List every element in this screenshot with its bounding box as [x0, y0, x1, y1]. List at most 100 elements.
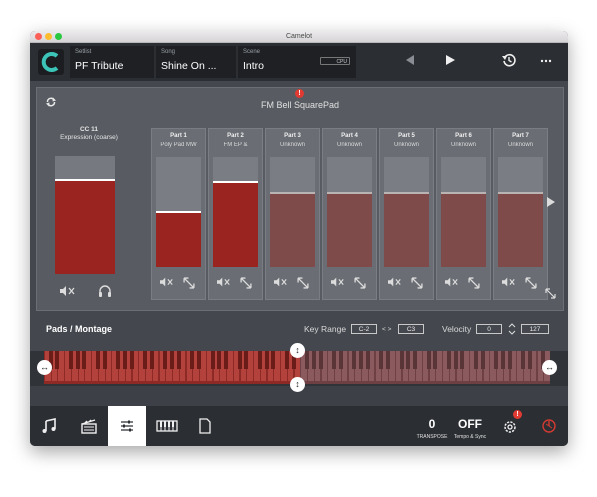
black-key[interactable] [311, 351, 316, 369]
black-key[interactable] [143, 351, 148, 369]
part-strip[interactable]: Part 3 Unknown [265, 128, 320, 300]
piano-keyboard[interactable] [44, 351, 550, 384]
minimize-window-button[interactable] [45, 33, 52, 40]
white-key[interactable] [220, 351, 226, 381]
white-key[interactable] [112, 351, 118, 381]
white-key[interactable] [375, 351, 382, 381]
white-key[interactable] [254, 351, 260, 381]
black-key[interactable] [68, 351, 73, 369]
black-key[interactable] [129, 351, 134, 369]
white-key[interactable] [348, 351, 355, 381]
white-key[interactable] [287, 351, 294, 381]
white-key[interactable] [240, 351, 247, 381]
range-top-handle[interactable]: ↕ [290, 343, 305, 358]
expand-icon[interactable] [411, 277, 423, 289]
white-key[interactable] [402, 351, 409, 381]
black-key[interactable] [386, 351, 391, 369]
white-key[interactable] [530, 351, 537, 381]
black-key[interactable] [210, 351, 215, 369]
clapperboard-icon[interactable] [79, 416, 99, 436]
expand-icon[interactable] [545, 288, 556, 299]
black-key[interactable] [291, 351, 296, 369]
sliders-icon[interactable] [117, 416, 137, 436]
white-key[interactable] [490, 351, 496, 381]
part-fader[interactable] [441, 157, 486, 267]
white-key[interactable] [436, 351, 442, 381]
white-key[interactable] [335, 351, 341, 381]
black-key[interactable] [257, 351, 262, 369]
white-key[interactable] [429, 351, 436, 381]
black-key[interactable] [149, 351, 154, 369]
part-strip[interactable]: Part 6 Unknown [436, 128, 491, 300]
part-fader[interactable] [327, 157, 372, 267]
gear-icon[interactable] [500, 416, 520, 436]
expand-icon[interactable] [525, 277, 537, 289]
headphones-icon[interactable] [98, 284, 112, 297]
black-key[interactable] [224, 351, 229, 369]
black-key[interactable] [500, 351, 505, 369]
white-key[interactable] [497, 351, 503, 381]
white-key[interactable] [179, 351, 186, 381]
settings-alert-badge[interactable]: ! [513, 410, 522, 419]
white-key[interactable] [139, 351, 145, 381]
history-button[interactable] [499, 53, 519, 72]
black-key[interactable] [406, 351, 411, 369]
cc-fader[interactable] [55, 156, 115, 274]
part-fader[interactable] [498, 157, 543, 267]
black-key[interactable] [122, 351, 127, 369]
range-bottom-handle[interactable]: ↕ [290, 377, 305, 392]
white-key[interactable] [213, 351, 220, 381]
white-key[interactable] [510, 351, 517, 381]
part-fader[interactable] [213, 157, 258, 267]
white-key[interactable] [105, 351, 112, 381]
white-key[interactable] [186, 351, 193, 381]
black-key[interactable] [521, 351, 525, 369]
expand-icon[interactable] [468, 277, 480, 289]
more-button[interactable] [536, 53, 556, 71]
white-key[interactable] [382, 351, 388, 381]
play-button[interactable] [440, 53, 460, 71]
black-key[interactable] [116, 351, 121, 369]
black-key[interactable] [527, 351, 532, 369]
velocity-stepper-icon[interactable] [508, 323, 516, 335]
black-key[interactable] [332, 351, 337, 369]
white-key[interactable] [368, 351, 375, 381]
left-extend-handle[interactable]: ↔ [37, 360, 52, 375]
white-key[interactable] [260, 351, 267, 381]
white-key[interactable] [281, 351, 287, 381]
white-key[interactable] [416, 351, 422, 381]
white-key[interactable] [206, 351, 213, 381]
white-key[interactable] [470, 351, 476, 381]
black-key[interactable] [163, 351, 168, 369]
white-key[interactable] [125, 351, 132, 381]
white-key[interactable] [395, 351, 402, 381]
white-key[interactable] [314, 351, 321, 381]
white-key[interactable] [132, 351, 139, 381]
white-key[interactable] [58, 351, 65, 381]
white-key[interactable] [328, 351, 334, 381]
mute-icon[interactable] [60, 286, 76, 296]
black-key[interactable] [338, 351, 343, 369]
white-key[interactable] [227, 351, 233, 381]
white-key[interactable] [483, 351, 490, 381]
white-key[interactable] [422, 351, 429, 381]
piano-icon[interactable] [155, 416, 179, 436]
white-key[interactable] [362, 351, 368, 381]
sync-icon[interactable] [45, 96, 57, 108]
black-key[interactable] [453, 351, 458, 369]
white-key[interactable] [443, 351, 449, 381]
setlist-selector[interactable]: Setlist PF Tribute [70, 46, 154, 78]
part-fader[interactable] [156, 157, 201, 267]
black-key[interactable] [318, 351, 323, 369]
white-key[interactable] [389, 351, 395, 381]
mute-icon[interactable] [445, 277, 459, 287]
part-strip[interactable]: Part 2 FM EP & [208, 128, 263, 300]
white-key[interactable] [274, 351, 280, 381]
white-key[interactable] [200, 351, 206, 381]
black-key[interactable] [82, 351, 87, 369]
part-strip[interactable]: Part 4 Unknown [322, 128, 377, 300]
tempo-sync-value[interactable]: OFF [458, 417, 482, 431]
part-fader[interactable] [384, 157, 429, 267]
velocity-low-input[interactable]: 0 [476, 324, 502, 334]
white-key[interactable] [503, 351, 510, 381]
